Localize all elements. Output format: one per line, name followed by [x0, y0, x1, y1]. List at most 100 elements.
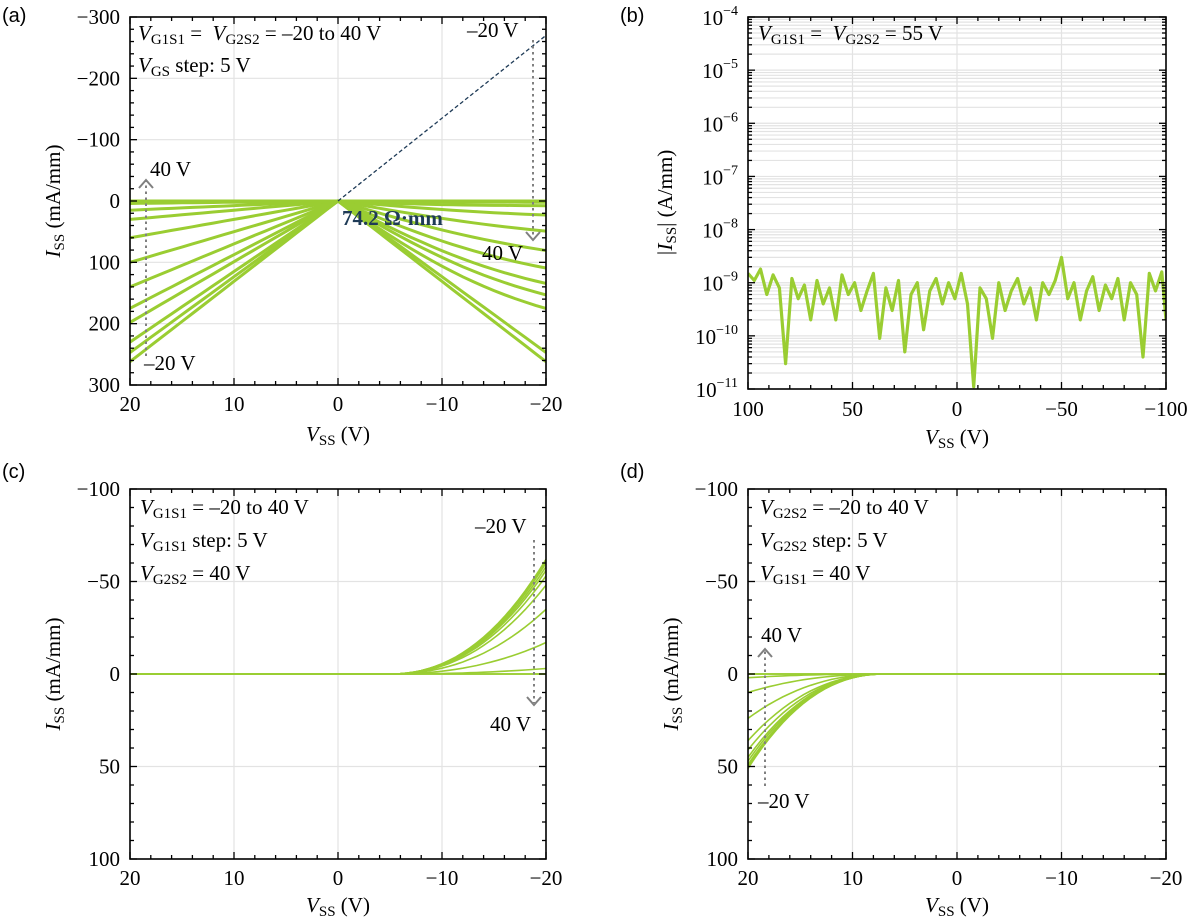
ticks-a: [129, 16, 547, 386]
panel-label-c: (c): [2, 461, 25, 483]
y-axis-sub-d: SS: [670, 707, 686, 724]
annot-a-step-v: V: [138, 53, 153, 77]
x-tick-label: −20: [530, 392, 563, 416]
x-tick-label: −20: [530, 866, 563, 890]
panel-label-a: (a): [2, 5, 26, 27]
y-axis-title-c: ISS (mA/mm): [41, 618, 68, 732]
y-tick-exponent: −8: [723, 217, 738, 232]
y-axis-title-d: ISS (mA/mm): [659, 618, 686, 732]
y-tick-label: 10−6: [702, 110, 738, 136]
annot-c-s3: G2S2: [153, 572, 187, 588]
y-tick-base: 10: [702, 112, 723, 136]
bias-condition-d-line3: VG1S1 = 40 V: [760, 561, 870, 588]
y-tick-base: 10: [702, 59, 723, 83]
x-tick-label: 20: [738, 866, 759, 890]
x-axis-sub-a: SS: [319, 433, 336, 449]
x-axis-var-a: V: [306, 422, 321, 446]
annot-d-v2: V: [760, 528, 775, 552]
x-tick-label: 10: [224, 392, 245, 416]
arrow-d-head: [757, 647, 773, 658]
annot-c-end1: = –20 to 40 V: [187, 495, 309, 519]
label-c-bottom-right: 40 V: [490, 712, 531, 736]
y-tick-label: 0: [110, 189, 121, 213]
arrow-a-right-head: [525, 231, 541, 242]
y-axis-var-a: I: [41, 249, 65, 258]
panel-label-d: (d): [620, 461, 644, 483]
x-tick-label: 20: [120, 866, 141, 890]
x-axis-title-c: VSS (V): [306, 893, 370, 920]
y-tick-label: −300: [77, 5, 120, 29]
grid-b: [747, 17, 1167, 389]
ticks-d: [747, 488, 1167, 860]
y-tick-label: 0: [728, 662, 739, 686]
series-group-b: [748, 255, 1166, 389]
series-group-d: [748, 673, 1166, 769]
y-tick-base: 10: [702, 165, 723, 189]
label-a-left-bottom: –20 V: [143, 351, 196, 375]
annot-b-s1: G1S1: [771, 32, 805, 48]
y-axis-unit-b: | (A/mm): [653, 150, 677, 227]
y-tick-label: 100: [89, 847, 121, 871]
y-axis-sub-a: SS: [52, 234, 68, 251]
annot-a-mid: =: [185, 21, 213, 45]
x-axis-sub-d: SS: [938, 904, 955, 920]
annot-a-v2: V: [213, 21, 228, 45]
y-tick-exponent: −9: [723, 270, 738, 285]
y-tick-base: 10: [695, 325, 716, 349]
annot-a-step-sub: GS: [151, 64, 170, 80]
tick-labels-b: 100 50 0 −50 −10010−1110−1010−910−810−710−61…: [695, 4, 1188, 421]
y-tick-label: 10−4: [702, 4, 738, 30]
x-axis-sub-b: SS: [938, 436, 955, 452]
x-axis-var-b: V: [925, 425, 940, 449]
annot-d-s1: G2S2: [773, 506, 807, 522]
y-tick-label: 50: [717, 755, 738, 779]
y-axis-var-c: I: [41, 722, 65, 731]
y-tick-base: 10: [696, 378, 717, 402]
x-tick-label: −100: [1144, 397, 1187, 421]
annot-c-s1: G1S1: [153, 506, 187, 522]
y-axis-sub-b: SS: [664, 227, 680, 244]
annot-b-v1: V: [758, 21, 773, 45]
label-a-left-top: 40 V: [150, 157, 191, 181]
label-a-bottom-right: 40 V: [482, 241, 523, 265]
bias-condition-b: VG1S1 = VG2S2 = 55 V: [758, 21, 943, 48]
y-tick-label: 0: [110, 662, 121, 686]
x-axis-var-c: V: [306, 893, 321, 917]
y-tick-label: 100: [707, 847, 739, 871]
annot-a-s2: G2S2: [225, 32, 259, 48]
bias-condition-a: VG1S1 = VG2S2 = –20 to 40 V: [138, 21, 381, 48]
resistance-label-a: 74.2 Ω·mm: [342, 206, 443, 230]
y-tick-label: −50: [705, 570, 738, 594]
series-group-c: [130, 558, 546, 675]
y-tick-exponent: −4: [723, 4, 738, 19]
y-tick-exponent: −11: [717, 376, 738, 391]
y-tick-label: −100: [695, 477, 738, 501]
x-tick-label: 0: [952, 866, 963, 890]
y-tick-base: 10: [702, 272, 723, 296]
x-tick-label: 10: [842, 866, 863, 890]
x-tick-label: −10: [426, 866, 459, 890]
y-tick-exponent: −7: [723, 163, 738, 178]
x-axis-unit-a: (V): [336, 422, 370, 446]
annot-a-s1: G1S1: [151, 32, 185, 48]
bias-condition-d-line2: VG2S2 step: 5 V: [760, 528, 888, 555]
bias-condition-d-line1: VG2S2 = –20 to 40 V: [760, 495, 929, 522]
annot-c-s2: G1S1: [153, 539, 187, 555]
x-tick-label: −10: [426, 392, 459, 416]
label-d-left-bottom: –20 V: [757, 789, 810, 813]
y-axis-unit-a: (mA/mm): [41, 145, 65, 234]
y-tick-label: 50: [99, 755, 120, 779]
fit-line-a: [337, 34, 547, 202]
x-tick-label: 20: [120, 392, 141, 416]
annot-d-v1: V: [760, 495, 775, 519]
annot-d-end2: step: 5 V: [807, 528, 888, 552]
y-tick-label: 300: [89, 373, 121, 397]
x-tick-label: 0: [333, 866, 344, 890]
y-axis-var-d: I: [659, 722, 683, 731]
y-tick-label: 10−7: [702, 163, 738, 189]
annot-d-s3: G1S1: [773, 572, 807, 588]
